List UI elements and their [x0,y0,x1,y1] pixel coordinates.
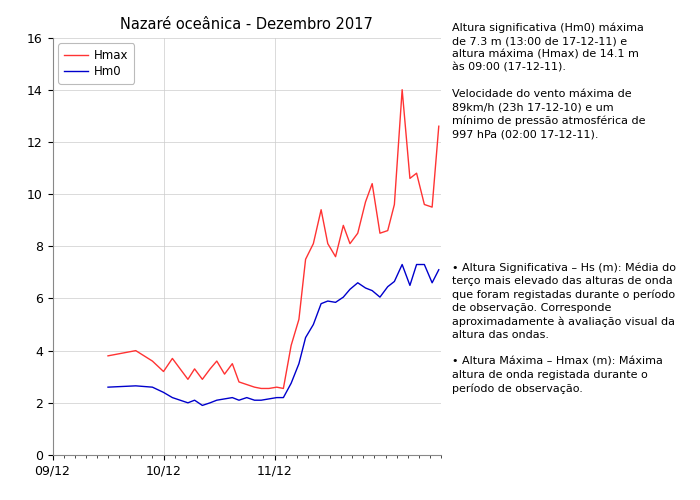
Hmax [176,366,184,372]
Hm0 [398,262,406,268]
Hm0 [323,298,332,304]
Hm0 [220,396,229,402]
Hm0 [309,322,318,328]
Hm0 [354,280,362,286]
Hmax [160,368,168,374]
Hm0 [384,284,392,290]
Hmax [183,376,192,382]
Hm0 [234,397,243,403]
Hmax [339,222,347,228]
Hmax [390,202,398,207]
Hmax [272,384,281,390]
Line: Hm0: Hm0 [108,264,439,406]
Hm0 [317,300,326,306]
Hm0 [132,383,140,389]
Hmax [228,360,237,366]
Hmax [323,240,332,246]
Hm0 [376,294,384,300]
Hmax [148,358,157,364]
Hm0 [420,262,428,268]
Hm0 [206,400,214,406]
Line: Hmax: Hmax [108,90,439,389]
Hmax [317,206,326,212]
Hm0 [428,280,436,286]
Hmax [398,86,406,92]
Hmax [354,230,362,236]
Hm0 [228,394,237,400]
Hmax [265,386,273,392]
Hmax [368,180,377,186]
Hmax [420,202,428,207]
Hmax [234,379,243,385]
Hmax [302,256,310,262]
Hmax [251,384,259,390]
Hm0 [168,394,176,400]
Hm0 [176,397,184,403]
Hm0 [346,286,354,292]
Hmax [206,366,214,372]
Hm0 [104,384,112,390]
Hm0 [368,288,377,294]
Hmax [257,386,265,392]
Hm0 [406,282,414,288]
Hmax [406,176,414,182]
Hmax [104,353,112,359]
Text: Altura significativa (Hm0) máxima
de 7.3 m (13:00 de 17-12-11) e
altura máxima (: Altura significativa (Hm0) máxima de 7.3… [452,22,645,140]
Hmax [361,199,370,205]
Hm0 [412,262,421,268]
Hmax [190,366,199,372]
Hmax [376,230,384,236]
Hm0 [183,400,192,406]
Hm0 [339,294,347,300]
Hm0 [265,396,273,402]
Hm0 [272,394,281,400]
Hmax [331,254,340,260]
Hm0 [190,397,199,403]
Title: Nazaré oceânica - Dezembro 2017: Nazaré oceânica - Dezembro 2017 [120,17,373,32]
Hmax [213,358,221,364]
Hmax [132,348,140,354]
Hmax [287,342,295,348]
Hmax [412,170,421,176]
Hm0 [148,384,157,390]
Hmax [346,240,354,246]
Hm0 [302,334,310,340]
Hmax [295,316,303,322]
Legend: Hmax, Hm0: Hmax, Hm0 [58,44,134,84]
Hmax [428,204,436,210]
Hm0 [213,397,221,403]
Hm0 [198,402,206,408]
Hm0 [435,266,443,272]
Hmax [220,371,229,377]
Hmax [279,386,288,392]
Hm0 [295,360,303,366]
Hmax [384,228,392,234]
Hm0 [257,397,265,403]
Hmax [198,376,206,382]
Hmax [168,356,176,362]
Hm0 [242,394,251,400]
Hm0 [331,300,340,306]
Hmax [309,240,318,246]
Hmax [412,170,421,176]
Hm0 [160,390,168,396]
Hm0 [279,394,288,400]
Hm0 [251,397,259,403]
Hm0 [390,278,398,284]
Hm0 [287,380,295,386]
Hm0 [361,285,370,291]
Hmax [242,382,251,388]
Text: • Altura Significativa – Hs (m): Média do
terço mais elevado das alturas de onda: • Altura Significativa – Hs (m): Média d… [452,262,676,394]
Hmax [435,123,443,129]
